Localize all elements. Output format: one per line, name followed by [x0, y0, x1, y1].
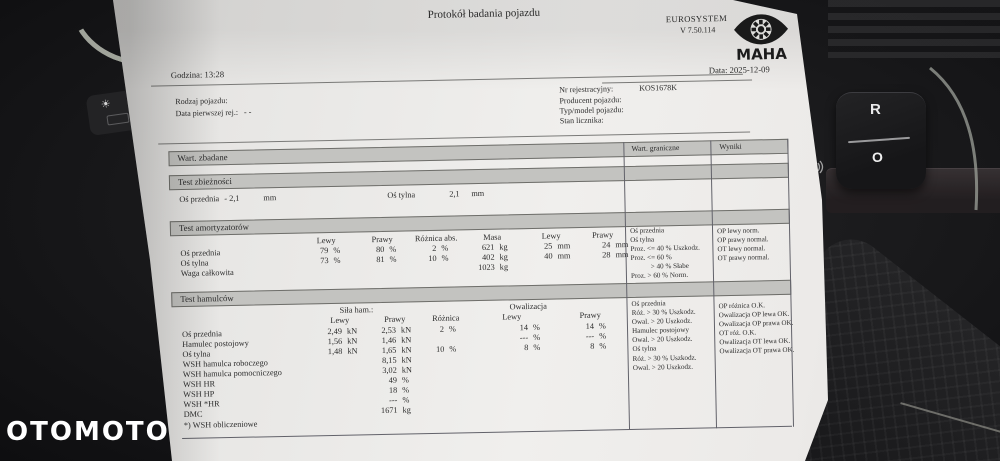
brake-col-prawy1: Prawy: [384, 314, 406, 324]
shock-limits-cell: Oś przednia Oś tylna Proz. <= 40 % Uszko…: [629, 226, 700, 281]
document-content: Protokół badania pojazdu EUROSYSTEM V 7.…: [145, 0, 816, 461]
brake-test-title: Test hamulców: [180, 292, 234, 305]
time-value: 13:28: [204, 69, 225, 80]
brake-col-lewy2: Lewy: [502, 312, 522, 322]
date-label: Data:: [708, 65, 728, 76]
section-bar-toe: Test zbieżności: [168, 162, 790, 191]
odometer-label: Stan licznika:: [559, 115, 604, 126]
col-header-results: Wyniki: [719, 141, 742, 152]
brightness-sun-icon: ☀: [99, 97, 112, 112]
first-reg-label: Data pierwszej rej.:: [175, 107, 239, 119]
model-label: Typ/model pojazdu:: [559, 105, 624, 116]
system-version: V 7.50.114: [679, 25, 716, 35]
table-border-bottom: [182, 425, 793, 440]
system-name: EUROSYSTEM: [665, 12, 728, 25]
brake-footnote: *) WSH obliczeniowe: [183, 419, 258, 430]
toe-rear-unit: mm: [471, 188, 485, 199]
brake-results-cell: OP różnica O.K. Owalizacja OP lewa OK. O…: [718, 301, 795, 356]
media-control-r-button: R: [870, 101, 881, 118]
reg-number-value: KOS1678K: [639, 83, 678, 93]
date-value: 2025-12-09: [729, 64, 770, 75]
stalk-window-icon: [106, 112, 130, 126]
shock-results-cell: OP lewy norm. OP prawy normal. OT lewy n…: [716, 226, 770, 263]
brake-col-roznica: Różnica: [432, 313, 460, 323]
manufacturer-label: Producent pojazdu:: [559, 95, 622, 106]
brake-oval-header: Owalizacja: [509, 301, 547, 312]
col-header-measured: Wart. zbadane: [177, 152, 228, 164]
brake-limits-cell: Oś przednia Róż. > 30 % Uszkodz. Owal. >…: [631, 299, 697, 372]
media-control-o-button: O: [872, 149, 883, 165]
time-label: Godzina:: [170, 69, 203, 81]
toe-front-value: - 2,1: [224, 193, 240, 204]
toe-rear-value: 2,1: [449, 189, 460, 199]
maha-logo-text: MAHA: [736, 45, 787, 63]
brake-force-header: Siła ham.:: [339, 305, 374, 315]
toe-test-title: Test zbieżności: [177, 175, 232, 188]
first-reg-row: Data pierwszej rej.: - -: [176, 108, 252, 119]
maha-logo: MAHA: [734, 14, 789, 63]
toe-rear-label: Oś tylna: [387, 190, 416, 200]
results-table: Wart. zbadane Wart. graniczne Wyniki Tes…: [168, 138, 795, 440]
media-control-roller: [848, 136, 910, 144]
date-row: Data: 2025-12-09: [709, 64, 770, 75]
first-reg-value: - -: [243, 107, 252, 117]
shock-test-title: Test amortyzatorów: [178, 221, 249, 234]
document-title: Protokół badania pojazdu: [427, 6, 541, 22]
reg-number-label: Nr rejestracyjny:: [559, 84, 614, 95]
otomoto-watermark: OTOMOTO: [6, 417, 170, 447]
toe-test-row: Oś przednia - 2,1 mm Oś tylna 2,1 mm: [169, 186, 624, 207]
toe-front-label: Oś przednia: [179, 194, 220, 205]
brake-col-prawy2: Prawy: [579, 310, 601, 321]
toe-front-unit: mm: [263, 193, 277, 203]
col-header-limits: Wart. graniczne: [631, 142, 680, 153]
brake-col-lewy1: Lewy: [330, 315, 350, 326]
dashboard-vent: [828, 0, 1000, 58]
time-row: Godzina: 13:28: [171, 69, 224, 80]
media-control-pod: R O: [836, 92, 926, 189]
chrome-trim-curve: [929, 66, 979, 211]
vehicle-type-label: Rodzaj pojazdu:: [175, 96, 228, 107]
table-header-bar: Wart. zbadane Wart. graniczne Wyniki: [168, 138, 789, 167]
